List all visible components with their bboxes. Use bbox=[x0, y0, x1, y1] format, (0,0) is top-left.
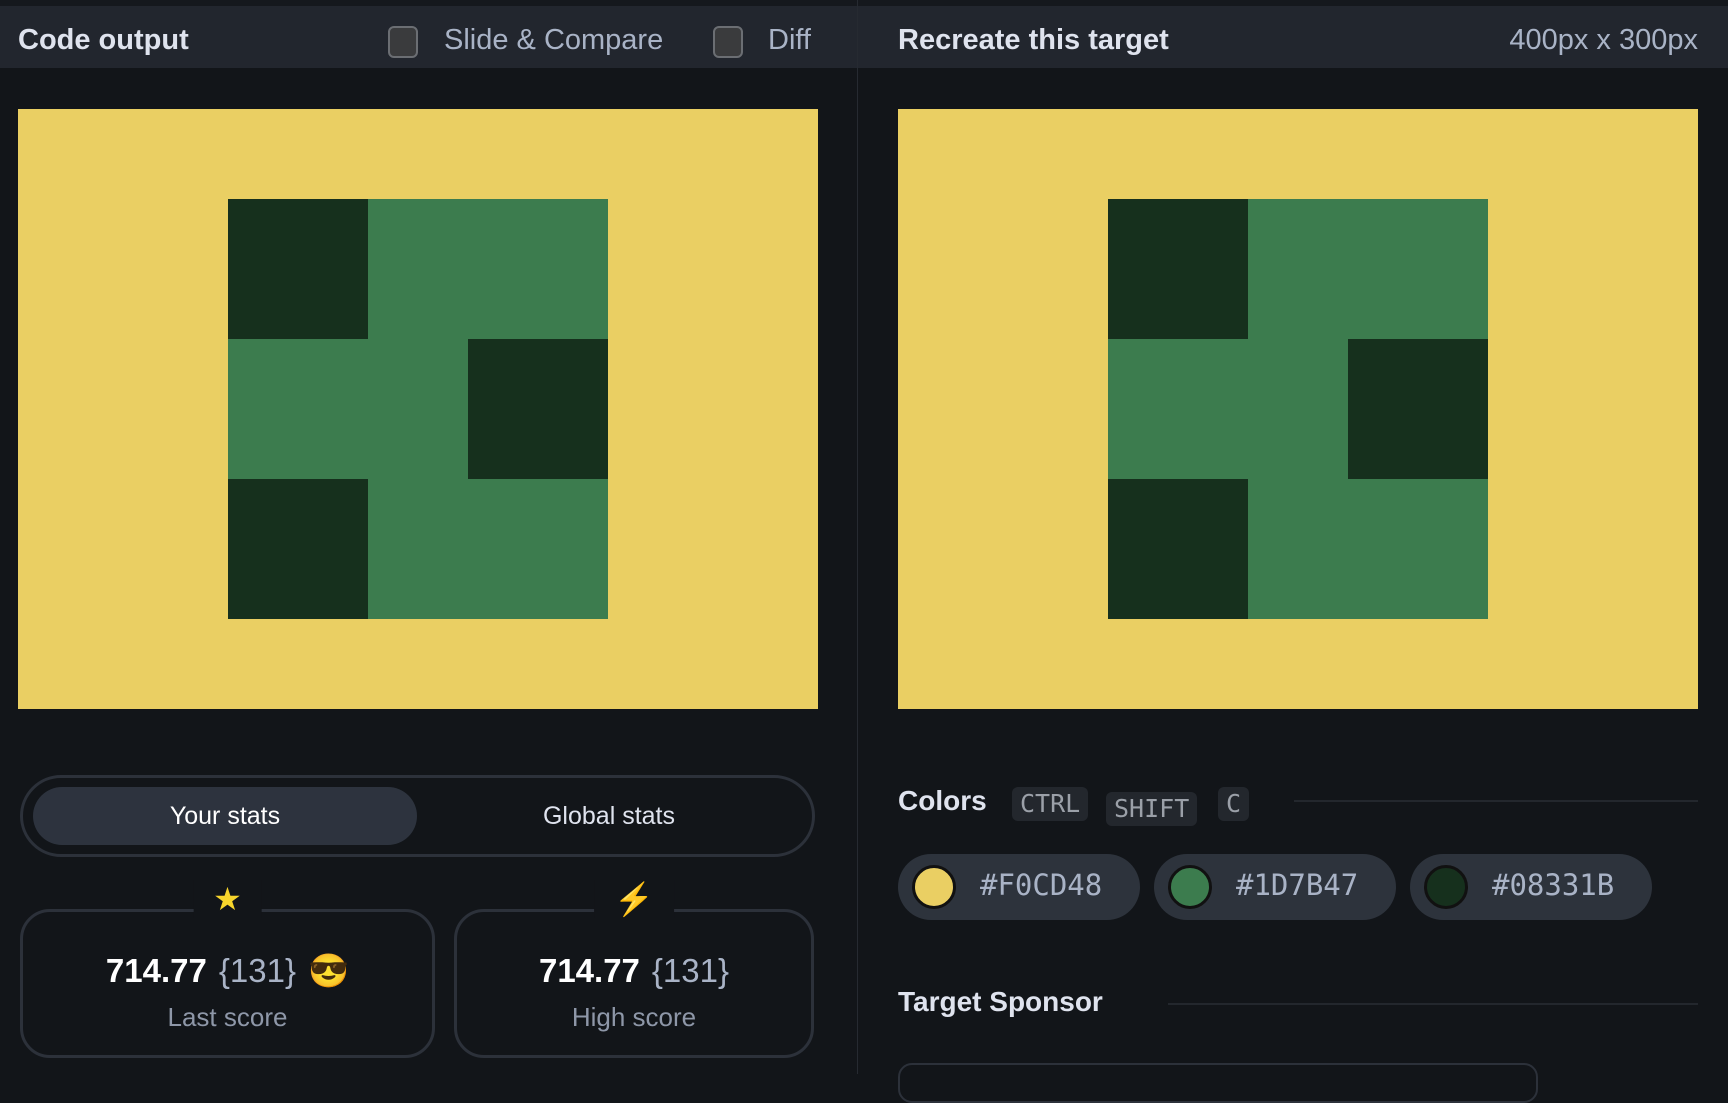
target-canvas bbox=[898, 109, 1698, 709]
dark-square bbox=[228, 199, 368, 339]
sunglasses-emoji-icon: 😎 bbox=[307, 952, 350, 989]
kbd-ctrl: CTRL bbox=[1012, 787, 1089, 821]
colors-divider bbox=[1294, 800, 1698, 802]
last-score-label: Last score bbox=[167, 1002, 288, 1032]
color-hex: #08331B bbox=[1492, 868, 1615, 902]
dark-square bbox=[468, 339, 608, 479]
dark-square bbox=[1108, 199, 1248, 339]
color-chip[interactable]: #1D7B47 bbox=[1154, 854, 1396, 920]
diff-label[interactable]: Diff bbox=[768, 24, 811, 56]
last-score-card: ★ 714.77 {131} 😎 Last score bbox=[20, 880, 435, 1058]
green-block bbox=[368, 199, 608, 339]
tab-your-stats[interactable]: Your stats bbox=[33, 787, 417, 845]
kbd-c: C bbox=[1218, 787, 1250, 821]
color-chip[interactable]: #08331B bbox=[1410, 854, 1652, 920]
kbd-shift: SHIFT bbox=[1106, 792, 1198, 826]
green-block bbox=[368, 479, 608, 619]
green-block bbox=[1248, 199, 1488, 339]
lightning-icon: ⚡ bbox=[594, 880, 674, 918]
code-output-canvas bbox=[18, 109, 818, 709]
green-block bbox=[1108, 339, 1348, 479]
color-swatch bbox=[912, 865, 956, 909]
last-score-value: 714.77 {131} 😎 bbox=[105, 952, 350, 989]
sponsor-heading: Target Sponsor bbox=[898, 986, 1103, 1017]
sponsor-divider bbox=[1168, 1003, 1698, 1005]
target-title: Recreate this target bbox=[898, 24, 1169, 56]
code-output-title: Code output bbox=[18, 24, 189, 56]
target-size: 400px x 300px bbox=[1509, 24, 1698, 56]
panel-divider bbox=[857, 0, 858, 1074]
tab-global-stats[interactable]: Global stats bbox=[542, 802, 675, 830]
slide-compare-checkbox[interactable] bbox=[388, 26, 418, 58]
code-output-header: Code output Slide & Compare Diff bbox=[0, 0, 857, 68]
diff-checkbox[interactable] bbox=[713, 26, 743, 58]
green-block bbox=[228, 339, 468, 479]
high-score-label: High score bbox=[571, 1002, 697, 1032]
color-chip[interactable]: #F0CD48 bbox=[898, 854, 1140, 920]
dark-square bbox=[228, 479, 368, 619]
target-header: Recreate this target 400px x 300px bbox=[858, 0, 1728, 68]
color-swatch bbox=[1168, 865, 1212, 909]
color-hex: #F0CD48 bbox=[980, 868, 1103, 902]
dark-square bbox=[1348, 339, 1488, 479]
green-block bbox=[1248, 479, 1488, 619]
high-score-value: 714.77 {131} bbox=[538, 952, 730, 989]
stats-toggle: Your stats Global stats bbox=[20, 775, 815, 857]
dark-square bbox=[1108, 479, 1248, 619]
slide-compare-label[interactable]: Slide & Compare bbox=[444, 24, 664, 56]
color-hex: #1D7B47 bbox=[1236, 868, 1359, 902]
color-swatch bbox=[1424, 865, 1468, 909]
sponsor-box[interactable] bbox=[898, 1063, 1538, 1103]
colors-heading: Colors bbox=[898, 785, 987, 816]
high-score-card: ⚡ 714.77 {131} High score bbox=[454, 880, 814, 1058]
star-icon: ★ bbox=[193, 880, 262, 918]
